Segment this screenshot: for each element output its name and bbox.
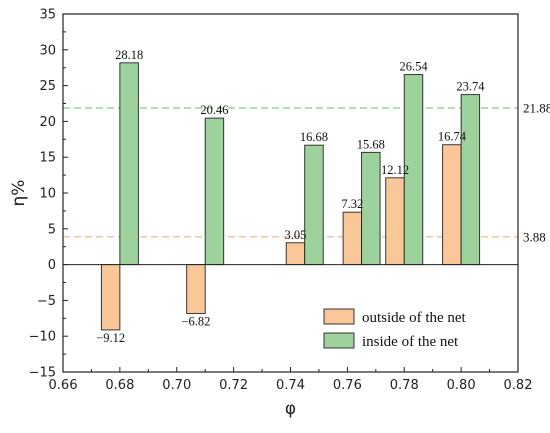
bar-outside [186, 264, 206, 314]
bar-outside [385, 177, 405, 266]
x-tick-label: 0.66 [49, 378, 78, 393]
x-tick-label: 0.68 [105, 378, 134, 393]
reference-line-label: 21.88 [523, 100, 550, 115]
data-label: 16.68 [300, 130, 328, 144]
legend-label: inside of the net [362, 334, 459, 350]
x-tick-label: 0.76 [333, 378, 362, 393]
data-label: 7.32 [341, 197, 363, 211]
bar-outside [285, 242, 306, 266]
bar-inside [361, 151, 381, 266]
y-tick-label: 0 [48, 258, 56, 273]
reference-line-label: 3.88 [523, 229, 546, 244]
y-tick-label: −5 [37, 294, 56, 309]
reference-lines: 21.88 3.88 [63, 100, 550, 244]
data-label: 28.18 [115, 48, 143, 62]
bar-outside [442, 144, 462, 266]
legend: outside of the net inside of the net [323, 308, 467, 350]
y-tick-label: 25 [39, 79, 56, 94]
y-tick-label: 15 [39, 151, 56, 166]
x-tick-label: 0.70 [162, 378, 191, 393]
bar-outside [342, 211, 363, 266]
x-tick-label: 0.78 [390, 378, 419, 393]
data-labels: −9.12 28.18 −6.82 20.46 3.05 16.68 7.32 15.68 12… [96, 48, 485, 345]
bar-inside [119, 62, 139, 266]
data-label: −6.82 [181, 314, 210, 328]
data-label: 16.74 [438, 130, 467, 144]
legend-label: outside of the net [362, 310, 467, 326]
axes: 0.66 0.68 0.70 0.72 0.74 0.76 0.78 0.80 0.82 −15 −… [9, 8, 532, 420]
data-label: 23.74 [456, 80, 485, 94]
x-tick-label: 0.72 [219, 378, 248, 393]
bar-inside [204, 117, 225, 266]
x-tick-label: 0.80 [447, 378, 476, 393]
data-label: −9.12 [96, 331, 125, 345]
bar-inside [460, 94, 481, 266]
y-tick-label: 35 [39, 8, 56, 23]
bar-inside [304, 144, 324, 266]
x-tick-label: 0.82 [504, 378, 533, 393]
y-tick-label: 20 [39, 115, 56, 130]
x-tick-label: 0.74 [276, 378, 305, 393]
y-tick-label: −15 [29, 366, 56, 381]
x-axis-title: φ [285, 399, 296, 419]
y-tick-label: −10 [29, 330, 56, 345]
bar-outside [100, 264, 121, 331]
data-label: 12.12 [381, 163, 409, 177]
legend-swatch [323, 308, 355, 325]
data-label: 15.68 [357, 137, 385, 151]
y-tick-label: 30 [39, 43, 56, 58]
data-label: 3.05 [285, 228, 307, 242]
data-label: 26.54 [399, 60, 428, 74]
y-tick-label: 10 [39, 187, 56, 202]
y-tick-label: 5 [48, 222, 56, 237]
legend-swatch [323, 332, 355, 349]
data-label: 20.46 [200, 103, 228, 117]
bars [100, 62, 481, 331]
y-axis-title: η% [9, 180, 29, 207]
